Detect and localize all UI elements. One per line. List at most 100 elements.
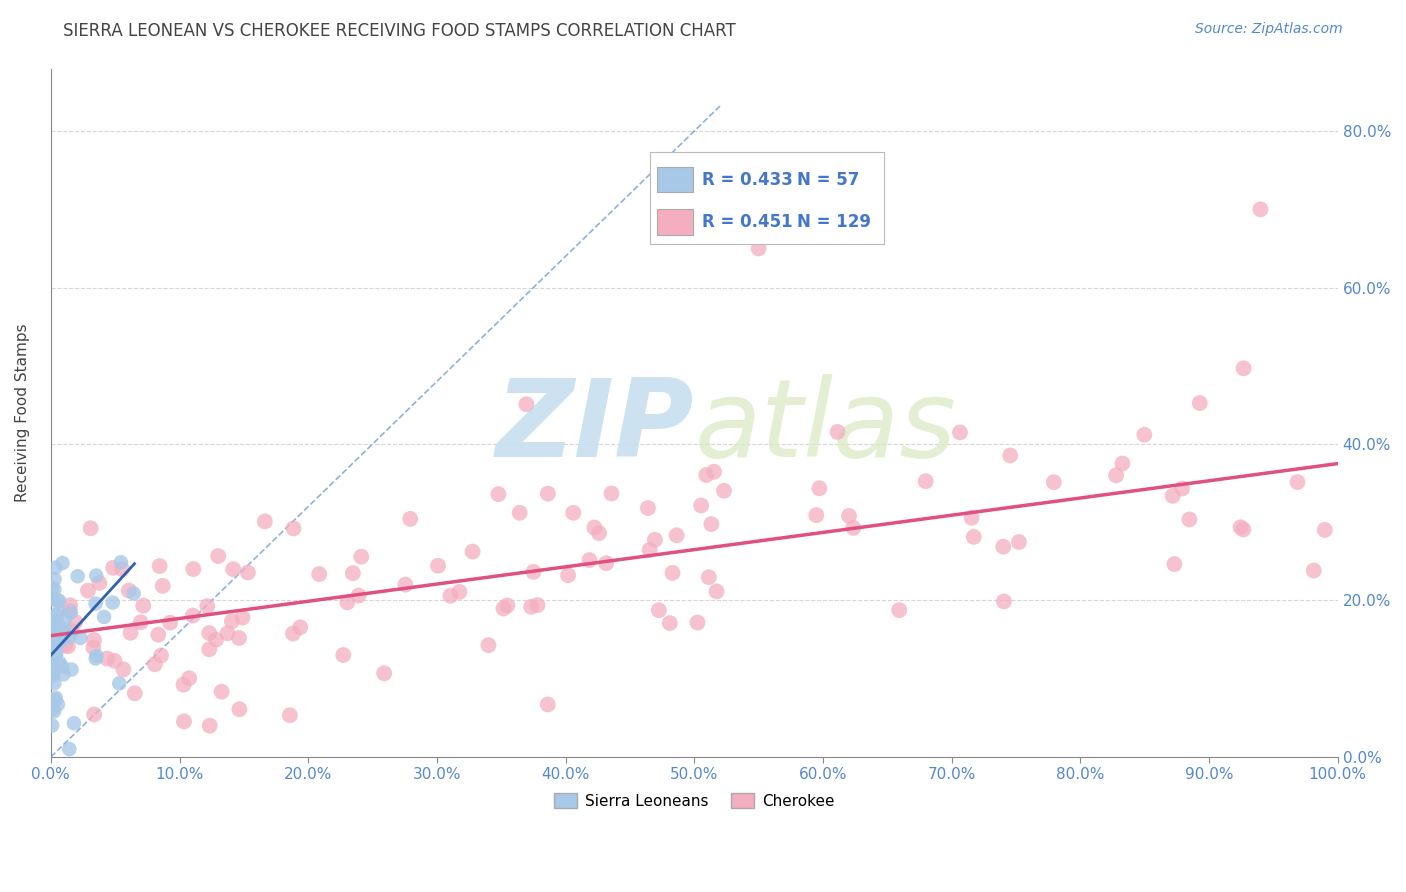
Point [394,577,416,591]
Point [48,594,70,608]
Point [101,561,124,575]
Point [51,659,73,673]
Point [48,656,70,670]
Point [44,582,66,597]
Point [308,567,330,582]
Point [1286,475,1309,489]
Point [44,560,66,574]
Bar [657,167,693,193]
Point [69,631,91,645]
Point [45,690,67,705]
Point [509,506,531,520]
Point [588,526,610,541]
Point [399,512,422,526]
Point [600,486,623,500]
Point [373,666,395,681]
Point [228,631,250,645]
Point [350,549,373,564]
Point [66,569,89,583]
Point [713,483,735,498]
Point [217,626,239,640]
Point [644,533,666,547]
Point [1233,361,1256,376]
Point [129,615,152,630]
Text: SIERRA LEONEAN VS CHEROKEE RECEIVING FOOD STAMPS CORRELATION CHART: SIERRA LEONEAN VS CHEROKEE RECEIVING FOO… [63,22,735,40]
Point [42,636,65,650]
Point [44,572,66,586]
Point [222,562,245,576]
Point [253,515,276,529]
Text: R = 0.433: R = 0.433 [702,170,793,188]
Point [1188,396,1211,410]
Point [198,642,221,657]
Point [143,657,166,672]
Point [110,555,132,569]
Point [1043,475,1066,490]
Text: N = 129: N = 129 [797,212,872,231]
Point [198,719,221,733]
Point [1313,523,1336,537]
Point [53,613,76,627]
Point [79,521,101,535]
Point [207,549,229,563]
Point [332,648,354,662]
Point [993,594,1015,608]
Point [562,506,585,520]
Point [86,648,108,663]
Point [283,521,305,535]
Point [46,593,69,607]
Point [83,633,105,648]
Point [665,528,688,542]
Point [58,742,80,756]
Point [700,517,723,532]
Point [1178,512,1201,526]
Point [703,465,725,479]
Y-axis label: Receiving Food Stamps: Receiving Food Stamps [15,324,30,502]
Point [1008,535,1031,549]
Point [914,475,936,489]
Point [148,628,170,642]
Point [108,676,131,690]
Point [211,684,233,698]
Point [706,584,728,599]
Point [1171,482,1194,496]
Point [46,615,69,629]
Point [557,568,579,582]
Point [58,630,80,644]
Point [637,501,659,516]
Point [45,615,67,630]
Point [118,583,141,598]
Point [181,562,204,576]
Point [44,704,66,718]
Point [181,608,204,623]
Point [52,667,75,681]
Point [173,714,195,729]
Point [228,702,250,716]
Point [638,542,661,557]
Point [132,599,155,613]
Point [1105,468,1128,483]
Point [963,530,986,544]
Text: N = 57: N = 57 [797,170,859,188]
Point [41,662,63,676]
Point [1111,457,1133,471]
Point [84,597,107,611]
Point [82,640,104,655]
Point [77,583,100,598]
Point [150,648,173,663]
Point [45,607,67,622]
Point [41,657,63,672]
Point [695,468,717,483]
Point [748,242,770,256]
Text: atlas: atlas [695,374,956,479]
Point [486,487,509,501]
Point [48,605,70,619]
Point [49,634,72,648]
Point [46,698,69,712]
Point [44,620,66,634]
Point [336,595,359,609]
Point [60,663,83,677]
Point [808,481,831,495]
Point [1000,449,1022,463]
Point [697,570,720,584]
